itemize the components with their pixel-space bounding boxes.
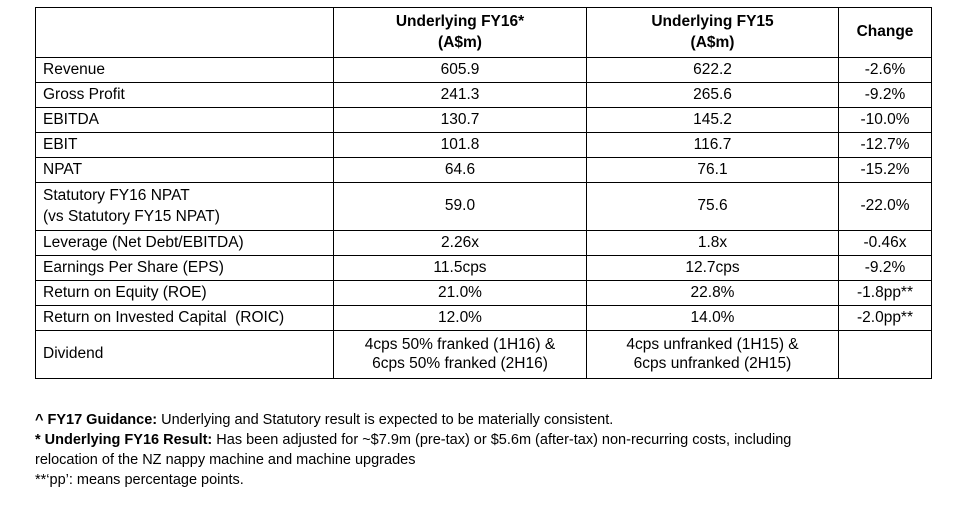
row-fy15: 76.1 — [586, 157, 839, 183]
table-row: Return on Equity (ROE) 21.0% 22.8% -1.8p… — [35, 280, 932, 306]
row-fy16: 2.26x — [333, 230, 587, 256]
footnote-underlying-label: * Underlying FY16 Result: — [35, 432, 213, 448]
row-fy15: 265.6 — [586, 82, 839, 108]
header-fy15-title: Underlying FY15 — [651, 13, 774, 31]
row-fy15: 12.7cps — [586, 255, 839, 281]
row-change: -2.0pp** — [838, 305, 932, 331]
table-row: Leverage (Net Debt/EBITDA) 2.26x 1.8x -0… — [35, 230, 932, 256]
table-row: EBIT 101.8 116.7 -12.7% — [35, 132, 932, 158]
footnote-guidance: ^ FY17 Guidance: Underlying and Statutor… — [35, 410, 945, 430]
row-fy16: 241.3 — [333, 82, 587, 108]
header-row: Underlying FY16* (A$m) Underlying FY15 (… — [35, 7, 932, 58]
row-change — [838, 330, 932, 379]
row-fy16: 101.8 — [333, 132, 587, 158]
row-change: -15.2% — [838, 157, 932, 183]
row-metric: Return on Invested Capital (ROIC) — [35, 305, 334, 331]
row-fy16-line2: 6cps 50% franked (2H16) — [372, 354, 548, 372]
row-metric: EBITDA — [35, 107, 334, 133]
row-fy15: 14.0% — [586, 305, 839, 331]
footnote-underlying-text: Has been adjusted for ~$7.9m (pre-tax) o… — [212, 432, 792, 448]
row-metric: Revenue — [35, 57, 334, 83]
results-table: Underlying FY16* (A$m) Underlying FY15 (… — [35, 7, 932, 379]
row-metric: Leverage (Net Debt/EBITDA) — [35, 230, 334, 256]
row-metric: Earnings Per Share (EPS) — [35, 255, 334, 281]
row-fy15: 622.2 — [586, 57, 839, 83]
row-fy16: 605.9 — [333, 57, 587, 83]
footnote-underlying: * Underlying FY16 Result: Has been adjus… — [35, 430, 945, 450]
row-fy16-line1: 4cps 50% franked (1H16) & — [364, 335, 556, 353]
row-change: -12.7% — [838, 132, 932, 158]
row-metric-line1: Statutory FY16 NPAT — [43, 186, 190, 204]
row-fy16: 11.5cps — [333, 255, 587, 281]
table-row: Dividend 4cps 50% franked (1H16) & 6cps … — [35, 330, 932, 379]
table-row: NPAT 64.6 76.1 -15.2% — [35, 157, 932, 183]
row-fy16: 130.7 — [333, 107, 587, 133]
footnote-guidance-label: ^ FY17 Guidance: — [35, 412, 158, 428]
footnote-guidance-text: Underlying and Statutory result is expec… — [157, 412, 614, 428]
table-row: Return on Invested Capital (ROIC) 12.0% … — [35, 305, 932, 331]
row-fy15: 22.8% — [586, 280, 839, 306]
row-fy16: 64.6 — [333, 157, 587, 183]
header-metric — [35, 7, 334, 58]
row-change: -9.2% — [838, 255, 932, 281]
row-fy15: 75.6 — [586, 182, 839, 231]
header-fy15: Underlying FY15 (A$m) — [586, 7, 839, 58]
row-fy15-line2: 6cps unfranked (2H15) — [633, 354, 792, 372]
header-fy16-title: Underlying FY16* — [395, 13, 525, 31]
row-metric: Dividend — [35, 330, 334, 379]
row-fy16: 12.0% — [333, 305, 587, 331]
table-row: Earnings Per Share (EPS) 11.5cps 12.7cps… — [35, 255, 932, 281]
header-fy16-unit: (A$m) — [438, 33, 482, 51]
header-fy16: Underlying FY16* (A$m) — [333, 7, 587, 58]
row-metric: Gross Profit — [35, 82, 334, 108]
row-change: -22.0% — [838, 182, 932, 231]
row-metric: Statutory FY16 NPAT (vs Statutory FY15 N… — [35, 182, 334, 231]
row-metric: EBIT — [35, 132, 334, 158]
row-change: -0.46x — [838, 230, 932, 256]
row-metric-line2: (vs Statutory FY15 NPAT) — [43, 207, 220, 225]
row-change: -2.6% — [838, 57, 932, 83]
header-change: Change — [838, 7, 932, 58]
row-metric: Return on Equity (ROE) — [35, 280, 334, 306]
table-row: Statutory FY16 NPAT (vs Statutory FY15 N… — [35, 182, 932, 231]
row-change: -9.2% — [838, 82, 932, 108]
row-fy16: 21.0% — [333, 280, 587, 306]
footnotes: ^ FY17 Guidance: Underlying and Statutor… — [35, 410, 945, 490]
row-change: -1.8pp** — [838, 280, 932, 306]
header-fy15-unit: (A$m) — [690, 33, 735, 51]
table-row: Revenue 605.9 622.2 -2.6% — [35, 57, 932, 83]
row-fy15: 145.2 — [586, 107, 839, 133]
row-fy16: 4cps 50% franked (1H16) & 6cps 50% frank… — [333, 330, 587, 379]
table-row: Gross Profit 241.3 265.6 -9.2% — [35, 82, 932, 108]
footnote-pp: **‘pp’: means percentage points. — [35, 472, 244, 488]
row-fy15: 1.8x — [586, 230, 839, 256]
row-fy16: 59.0 — [333, 182, 587, 231]
footnote-underlying-continued: relocation of the NZ nappy machine and m… — [35, 452, 416, 468]
row-fy15: 116.7 — [586, 132, 839, 158]
row-change: -10.0% — [838, 107, 932, 133]
row-metric: NPAT — [35, 157, 334, 183]
row-fy15: 4cps unfranked (1H15) & 6cps unfranked (… — [586, 330, 839, 379]
table-row: EBITDA 130.7 145.2 -10.0% — [35, 107, 932, 133]
row-fy15-line1: 4cps unfranked (1H15) & — [626, 335, 799, 353]
